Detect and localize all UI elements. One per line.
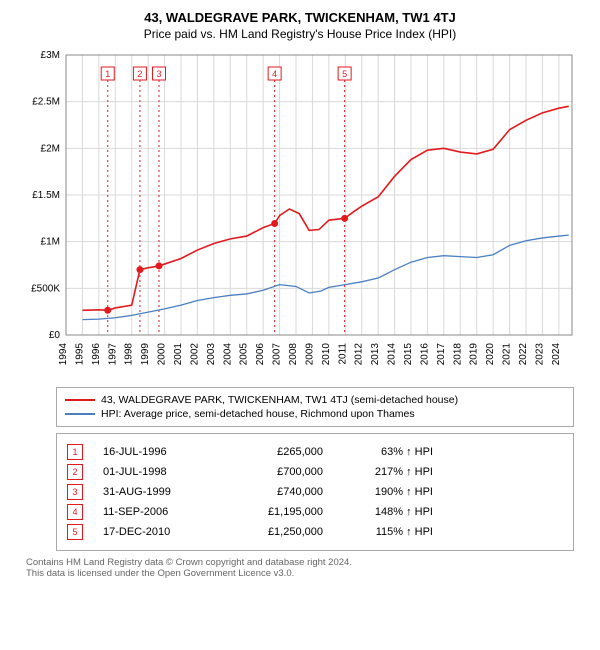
chart-subtitle: Price paid vs. HM Land Registry's House … (10, 27, 590, 41)
svg-text:2022: 2022 (518, 343, 529, 366)
svg-text:2002: 2002 (189, 343, 200, 366)
sale-date: 17-DEC-2010 (103, 526, 213, 538)
svg-text:4: 4 (272, 69, 277, 79)
svg-text:2013: 2013 (370, 343, 381, 366)
sale-pct: 115% ↑ HPI (343, 526, 433, 538)
svg-text:5: 5 (342, 69, 347, 79)
sale-row: 4 11-SEP-2006 £1,195,000 148% ↑ HPI (67, 504, 563, 520)
svg-text:1998: 1998 (124, 343, 135, 366)
sale-pct: 63% ↑ HPI (343, 446, 433, 458)
sale-marker: 5 (67, 524, 83, 540)
footer-copyright: Contains HM Land Registry data © Crown c… (26, 557, 574, 568)
sales-table: 1 16-JUL-1996 £265,000 63% ↑ HPI 2 01-JUL-199… (56, 433, 574, 551)
svg-text:£2.5M: £2.5M (32, 97, 60, 108)
svg-text:2008: 2008 (288, 343, 299, 366)
sale-row: 5 17-DEC-2010 £1,250,000 115% ↑ HPI (67, 524, 563, 540)
svg-text:2: 2 (137, 69, 142, 79)
svg-text:£3M: £3M (41, 50, 60, 61)
sale-pct: 217% ↑ HPI (343, 466, 433, 478)
legend-box: 43, WALDEGRAVE PARK, TWICKENHAM, TW1 4TJ… (56, 387, 574, 427)
legend-label: 43, WALDEGRAVE PARK, TWICKENHAM, TW1 4TJ… (101, 394, 458, 406)
chart-svg: £0 £500K £1M £1.5M £2M £2.5M £3M 1994 1995 1996 19… (20, 49, 580, 379)
legend-swatch (65, 413, 95, 415)
svg-text:£1M: £1M (41, 237, 60, 248)
svg-text:2011: 2011 (337, 343, 348, 365)
svg-text:2007: 2007 (272, 343, 283, 366)
svg-text:1996: 1996 (91, 343, 102, 366)
sale-marker: 2 (67, 464, 83, 480)
svg-text:1995: 1995 (74, 343, 85, 366)
svg-text:2006: 2006 (255, 343, 266, 366)
legend-row: HPI: Average price, semi-detached house,… (65, 408, 565, 420)
sale-marker: 1 (67, 444, 83, 460)
sale-date: 31-AUG-1999 (103, 486, 213, 498)
svg-text:3: 3 (156, 69, 161, 79)
svg-text:2003: 2003 (206, 343, 217, 366)
svg-text:1994: 1994 (58, 343, 69, 366)
sale-date: 11-SEP-2006 (103, 506, 213, 518)
svg-text:2005: 2005 (239, 343, 250, 366)
svg-text:2015: 2015 (403, 343, 414, 366)
svg-text:1997: 1997 (107, 343, 118, 366)
sale-date: 16-JUL-1996 (103, 446, 213, 458)
svg-text:2018: 2018 (452, 343, 463, 366)
sale-price: £1,250,000 (233, 526, 323, 538)
sale-row: 1 16-JUL-1996 £265,000 63% ↑ HPI (67, 444, 563, 460)
svg-text:2017: 2017 (436, 343, 447, 366)
svg-text:2016: 2016 (419, 343, 430, 366)
sale-pct: 190% ↑ HPI (343, 486, 433, 498)
sale-price: £1,195,000 (233, 506, 323, 518)
legend-label: HPI: Average price, semi-detached house,… (101, 408, 415, 420)
svg-text:2024: 2024 (551, 343, 562, 366)
svg-text:1999: 1999 (140, 343, 151, 366)
footer-licence: This data is licensed under the Open Gov… (26, 568, 574, 579)
chart-area: £0 £500K £1M £1.5M £2M £2.5M £3M 1994 1995 1996 19… (20, 49, 580, 379)
sale-marker: 3 (67, 484, 83, 500)
sale-row: 3 31-AUG-1999 £740,000 190% ↑ HPI (67, 484, 563, 500)
svg-text:2020: 2020 (485, 343, 496, 366)
sale-price: £740,000 (233, 486, 323, 498)
svg-text:2019: 2019 (469, 343, 480, 366)
svg-text:£0: £0 (49, 330, 61, 341)
svg-text:2014: 2014 (387, 343, 398, 366)
svg-text:2001: 2001 (173, 343, 184, 366)
chart-title: 43, WALDEGRAVE PARK, TWICKENHAM, TW1 4TJ (10, 10, 590, 25)
sale-price: £265,000 (233, 446, 323, 458)
svg-text:£500K: £500K (31, 283, 60, 294)
svg-text:2023: 2023 (534, 343, 545, 366)
sale-row: 2 01-JUL-1998 £700,000 217% ↑ HPI (67, 464, 563, 480)
svg-text:2021: 2021 (502, 343, 513, 366)
svg-text:2009: 2009 (304, 343, 315, 366)
legend-swatch (65, 399, 95, 401)
sale-date: 01-JUL-1998 (103, 466, 213, 478)
legend-row: 43, WALDEGRAVE PARK, TWICKENHAM, TW1 4TJ… (65, 394, 565, 406)
svg-text:£1.5M: £1.5M (32, 190, 60, 201)
svg-text:2012: 2012 (354, 343, 365, 366)
sale-pct: 148% ↑ HPI (343, 506, 433, 518)
svg-text:1: 1 (105, 69, 110, 79)
svg-text:£2M: £2M (41, 143, 60, 154)
svg-text:2004: 2004 (222, 343, 233, 366)
sale-marker: 4 (67, 504, 83, 520)
sale-price: £700,000 (233, 466, 323, 478)
svg-text:2000: 2000 (157, 343, 168, 366)
svg-text:2010: 2010 (321, 343, 332, 366)
